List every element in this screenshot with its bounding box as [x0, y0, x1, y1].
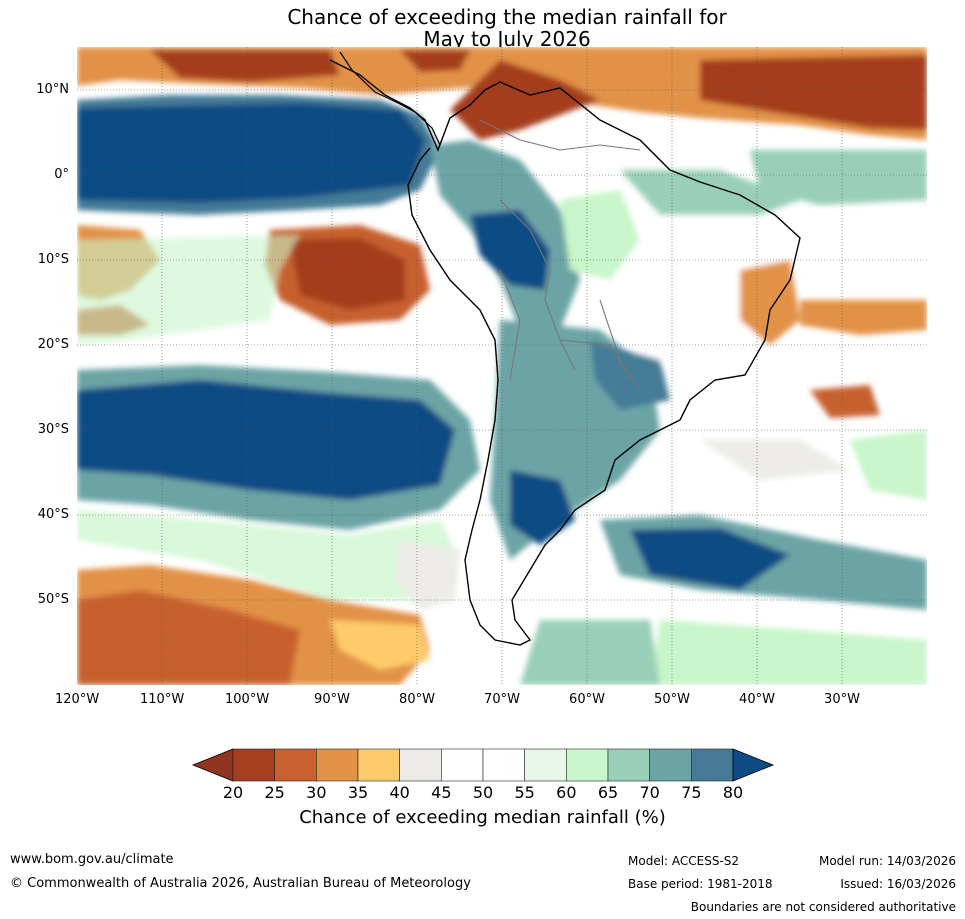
colorbar-segment [357, 748, 400, 782]
country-borders [479, 119, 641, 391]
lon-label: 60°W [569, 692, 605, 707]
atlantic-very-dry [810, 385, 880, 418]
colorbar-label: Chance of exceeding median rainfall (%) [0, 807, 965, 828]
brazil-light-wet [560, 190, 640, 280]
boundaries-note: Boundaries are not considered authoritat… [690, 900, 956, 914]
colorbar [191, 748, 775, 782]
lon-label: 70°W [484, 692, 520, 707]
east-pacific-very-dry [290, 238, 405, 310]
colorbar-segment [607, 748, 650, 782]
southern-cone-very-wet [510, 470, 575, 545]
south-pacific-moderate-wet [77, 235, 300, 345]
colorbar-tick-label: 60 [556, 783, 577, 802]
colorbar-tick-label: 70 [639, 783, 660, 802]
lat-label: 0° [54, 167, 69, 182]
model-text: Model: ACCESS-S2 [628, 854, 740, 868]
colorbar-segment [274, 748, 317, 782]
colorbar-tick-label: 50 [472, 783, 494, 802]
model-run-text: Model run: 14/03/2026 [818, 854, 956, 868]
colorbar-segment [232, 748, 275, 782]
lon-label: 80°W [399, 692, 435, 707]
colorbar-tick-label: 30 [306, 783, 327, 802]
colorbar-segment [524, 748, 567, 782]
lat-label: 40°S [37, 507, 69, 522]
coastline-south-america [329, 59, 801, 646]
brazil-neutral [600, 200, 790, 370]
lat-label: 30°S [37, 422, 69, 437]
lon-label: 40°W [739, 692, 775, 707]
website-text: www.bom.gov.au/climate [10, 852, 174, 867]
lat-label: 20°S [37, 337, 69, 352]
colorbar-tick-label: 25 [264, 783, 285, 802]
lat-label: 10°S [37, 252, 69, 267]
colorbar-tick-label: 65 [597, 783, 619, 802]
colorbar-tick-label: 75 [681, 783, 702, 802]
colorbar-tick-label: 45 [431, 783, 452, 802]
colorbar-label-text: Chance of exceeding median rainfall (%) [299, 807, 666, 828]
coastline-central-america [339, 51, 441, 146]
colorbar-segment [482, 748, 525, 782]
graticule [77, 47, 927, 685]
atlantic-moderate-wet-north [750, 150, 927, 205]
colorbar-tick-label: 55 [514, 783, 535, 802]
lon-label: 100°W [225, 692, 270, 707]
colorbar-tick-label: 35 [347, 783, 369, 802]
chart-title-line1: Chance of exceeding the median rainfall … [287, 5, 727, 29]
colorbar-tick-label: 20 [222, 783, 244, 802]
colorbar-tick-label: 80 [722, 783, 744, 802]
lon-label: 90°W [314, 692, 350, 707]
south-pacific-very-dry [77, 590, 300, 685]
base-period-text: Base period: 1981-2018 [628, 877, 773, 891]
colorbar-over-arrow [732, 748, 775, 782]
south-pacific-dry-light [330, 620, 430, 670]
north-very-dry [150, 50, 927, 140]
equatorial-very-wet [77, 103, 425, 203]
south-pacific-neutral [395, 540, 460, 610]
lon-label: 50°W [654, 692, 690, 707]
lat-label: 10°N [36, 82, 69, 97]
colorbar-segment [399, 748, 442, 782]
atlantic-moderate-wet-south [520, 620, 660, 685]
colorbar-under-arrow [191, 748, 234, 782]
copyright-text: © Commonwealth of Australia 2026, Austra… [10, 876, 471, 891]
lat-label: 50°S [37, 592, 69, 607]
atlantic-neutral [700, 440, 850, 480]
colorbar-segment [316, 748, 359, 782]
colorbar-segment [566, 748, 609, 782]
colorbar-segment [649, 748, 692, 782]
atlantic-light-wet-mid [850, 430, 927, 500]
south-pacific-very-wet [77, 380, 455, 500]
atlantic-very-wet [630, 528, 790, 590]
south-pacific-light-wet [77, 510, 460, 600]
map-field [77, 47, 927, 685]
atlantic-dry-east [740, 260, 800, 345]
issued-text: Issued: 16/03/2026 [840, 877, 956, 891]
atlantic-light-wet-south [650, 620, 927, 685]
colorbar-segment [691, 748, 734, 782]
lon-label: 110°W [140, 692, 185, 707]
lon-label: 120°W [55, 692, 100, 707]
colorbar-segment [441, 748, 484, 782]
colorbar-tick-label: 40 [389, 783, 410, 802]
lon-label: 30°W [824, 692, 860, 707]
atlantic-dry-far-east [800, 300, 927, 335]
